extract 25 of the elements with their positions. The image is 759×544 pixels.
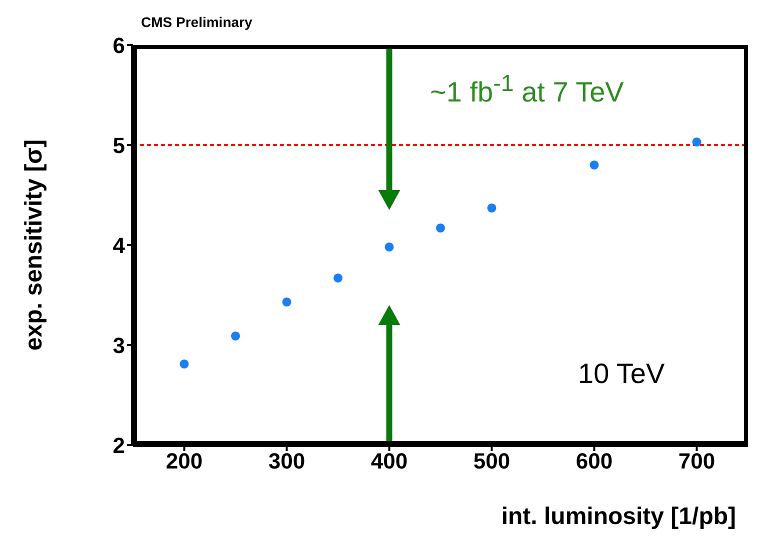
point: [230, 331, 240, 341]
y-axis-title: exp. sensitivity [σ]: [20, 139, 48, 351]
point: [487, 203, 496, 213]
x-tick-label: 700: [678, 448, 716, 474]
x-axis-title: int. luminosity [1/pb]: [501, 503, 736, 530]
y-tick-label: 5: [112, 132, 125, 158]
point: [333, 273, 343, 283]
y-tick-label: 3: [112, 332, 125, 358]
y-tick-label: 4: [112, 232, 126, 258]
annotation: ~1 fb$^{-1}$ at 7 TeV: [430, 70, 624, 108]
y-tick-label: 6: [112, 32, 125, 58]
point: [436, 223, 446, 233]
x-tick-label: 500: [473, 448, 510, 474]
y-tick-label: 2: [112, 432, 125, 458]
text: CMS Preliminary: [141, 14, 252, 30]
x-tick-label: 300: [268, 448, 306, 474]
point: [282, 297, 292, 307]
point: [384, 242, 394, 252]
annotation: 10 TeV: [578, 358, 665, 390]
x-tick-label: 600: [576, 448, 613, 474]
point: [180, 359, 189, 369]
point: [692, 137, 702, 147]
x-tick-label: 400: [370, 448, 408, 474]
x-tick-label: 200: [166, 448, 203, 474]
point: [590, 160, 599, 170]
